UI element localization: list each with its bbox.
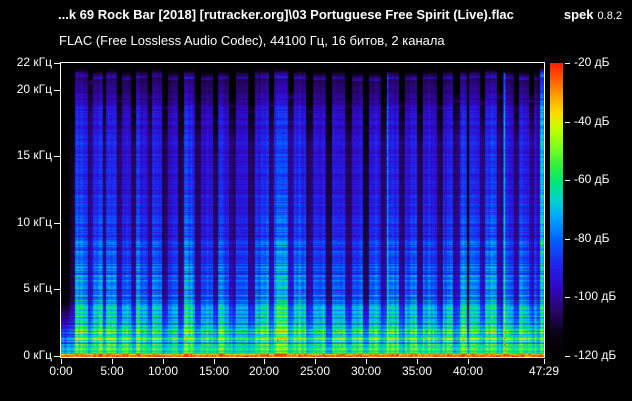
spectrogram-canvas xyxy=(61,63,544,357)
app-brand: spek 0.8.2 xyxy=(564,7,622,22)
db-tick xyxy=(565,297,570,298)
time-tick xyxy=(264,359,265,364)
db-tick xyxy=(565,122,570,123)
time-tick-label: 5:00 xyxy=(100,364,124,378)
time-tick-label: 40:00 xyxy=(452,364,484,378)
db-tick-label: -20 дБ xyxy=(574,55,610,69)
app-version: 0.8.2 xyxy=(597,10,622,22)
time-tick xyxy=(163,359,164,364)
db-tick-label: -60 дБ xyxy=(574,172,610,186)
time-tick-label: 47:29 xyxy=(528,364,560,378)
freq-tick-label: 20 кГц xyxy=(16,82,52,96)
file-path-title: ...k 69 Rock Bar [2018] [rutracker.org]\… xyxy=(58,7,514,22)
db-tick-label: -40 дБ xyxy=(574,114,610,128)
freq-tick-label: 0 кГц xyxy=(23,348,52,362)
audio-format-info: FLAC (Free Lossless Audio Codec), 44100 … xyxy=(59,33,445,48)
time-tick-label: 10:00 xyxy=(147,364,179,378)
db-tick xyxy=(565,63,570,64)
db-tick-label: -120 дБ xyxy=(574,348,617,362)
time-tick xyxy=(61,359,62,364)
time-tick-label: 15:00 xyxy=(198,364,230,378)
freq-tick-label: 5 кГц xyxy=(23,281,52,295)
freq-tick xyxy=(54,289,60,290)
db-tick xyxy=(565,356,570,357)
time-tick xyxy=(112,359,113,364)
time-tick-label: 20:00 xyxy=(248,364,280,378)
time-tick xyxy=(315,359,316,364)
freq-tick-label: 22 кГц xyxy=(16,55,52,69)
time-tick xyxy=(366,359,367,364)
colorbar xyxy=(550,63,563,357)
db-tick-label: -100 дБ xyxy=(574,289,617,303)
freq-tick xyxy=(54,156,60,157)
time-tick-label: 0:00 xyxy=(49,364,73,378)
freq-tick xyxy=(54,223,60,224)
freq-tick xyxy=(54,63,60,64)
freq-tick-label: 10 кГц xyxy=(16,215,52,229)
spectrogram-plot xyxy=(60,62,545,358)
time-tick-label: 30:00 xyxy=(350,364,382,378)
app-name: spek xyxy=(563,7,594,22)
freq-tick-label: 15 кГц xyxy=(16,148,52,162)
db-tick-label: -80 дБ xyxy=(574,231,610,245)
time-tick xyxy=(468,359,469,364)
time-tick xyxy=(417,359,418,364)
db-tick xyxy=(565,180,570,181)
db-tick xyxy=(565,239,570,240)
time-tick-label: 35:00 xyxy=(401,364,433,378)
time-tick xyxy=(214,359,215,364)
freq-tick xyxy=(54,90,60,91)
freq-tick xyxy=(54,356,60,357)
time-tick-label: 25:00 xyxy=(299,364,331,378)
time-tick xyxy=(544,359,545,364)
